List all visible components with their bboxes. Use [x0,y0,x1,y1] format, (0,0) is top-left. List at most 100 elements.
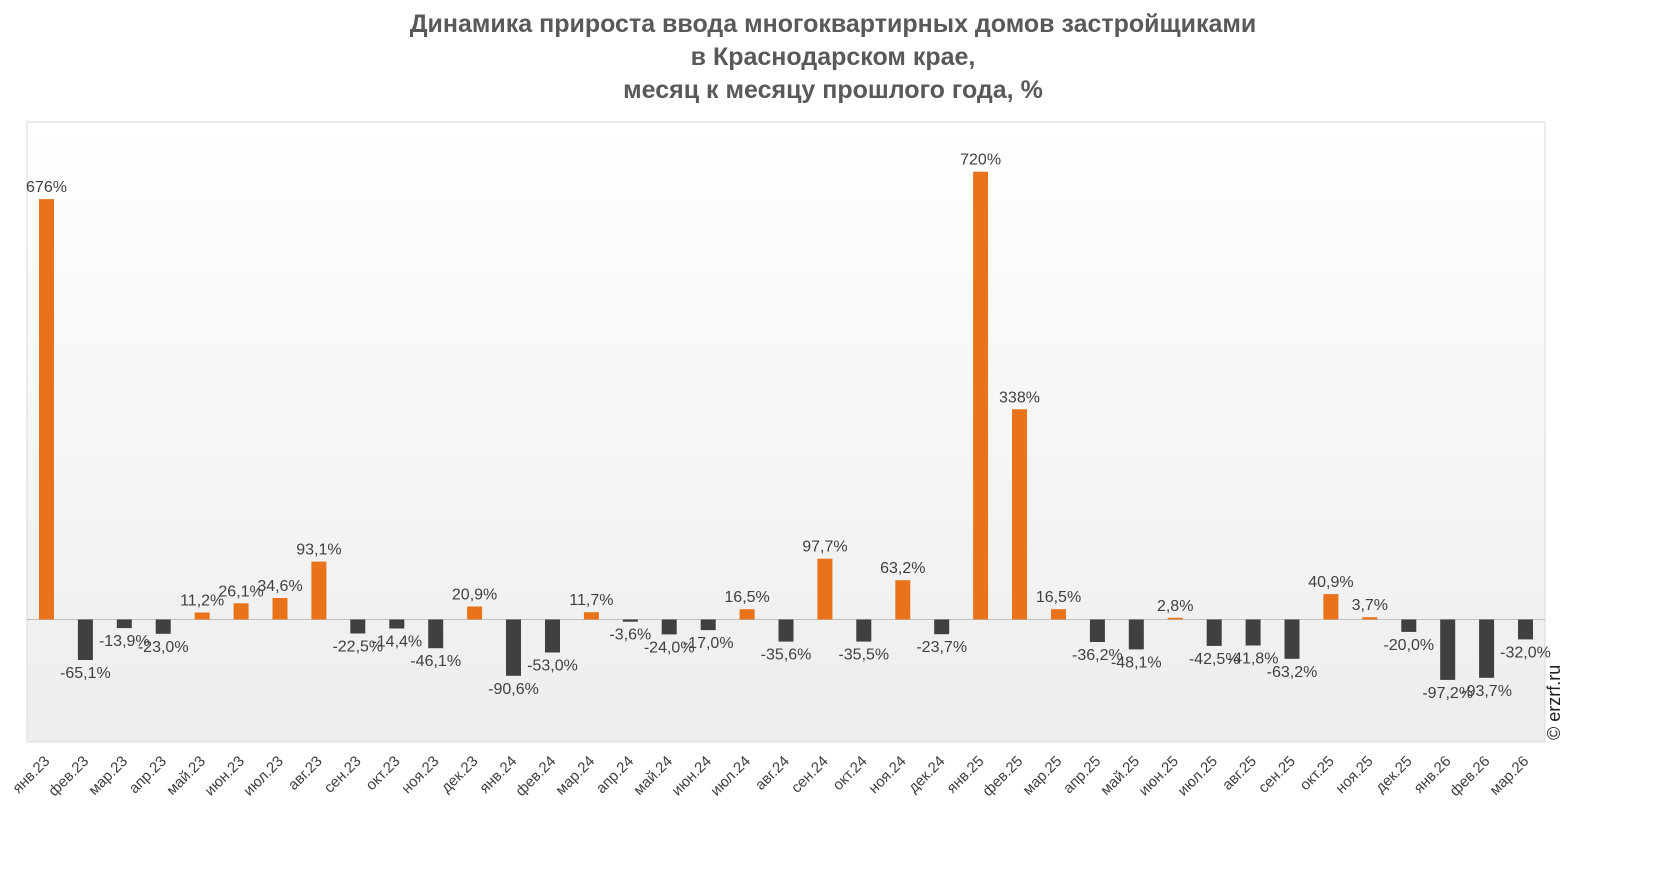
value-label-сен.25: -63,2% [1267,664,1318,681]
bar-окт.25 [1323,594,1339,620]
value-label-ноя.25: 3,7% [1352,597,1388,614]
x-tick-labels-group: янв.23фев.23мар.23апр.23май.23июн.23июл.… [9,753,1532,800]
bar-июл.25 [1206,619,1222,646]
x-tick-label-мар.23: мар.23 [85,753,131,799]
x-tick-label-фев.26: фев.26 [1446,753,1493,800]
x-tick-label-дек.24: дек.24 [905,753,948,796]
x-tick-label-сен.23: сен.23 [321,753,365,797]
value-label-дек.25: -20,0% [1383,637,1434,654]
value-label-май.23: 11,2% [180,593,224,610]
value-label-сен.23: -22,5% [332,639,383,656]
x-tick-label-июл.24: июл.24 [707,753,754,800]
x-tick-label-ноя.23: ноя.23 [398,753,442,797]
value-label-июл.23: 34,6% [257,578,302,595]
bar-янв.24 [506,619,521,676]
bar-сен.25 [1284,619,1300,659]
bar-авг.24 [778,619,794,642]
bar-июн.24 [700,619,716,631]
bar-фев.23 [77,619,93,660]
bar-фев.25 [1012,409,1027,620]
x-tick-label-июл.23: июл.23 [240,753,287,800]
x-tick-label-мар.25: мар.25 [1019,753,1065,799]
value-label-апр.23: -23,0% [138,639,189,656]
value-label-янв.25: 720% [960,152,1001,169]
value-label-ноя.23: -46,1% [410,653,461,670]
value-label-апр.25: -36,2% [1072,647,1123,664]
bar-мар.24 [583,612,599,620]
value-label-янв.23: 676% [26,179,67,196]
x-tick-label-мар.24: мар.24 [552,753,598,799]
x-tick-label-июл.25: июл.25 [1174,753,1221,800]
value-label-фев.26: -93,7% [1461,683,1512,700]
x-tick-label-ноя.25: ноя.25 [1332,753,1376,797]
x-tick-label-апр.24: апр.24 [593,753,637,797]
value-label-июл.24: 16,5% [724,589,769,606]
bar-авг.23 [311,561,327,620]
bar-дек.23 [467,606,483,620]
value-label-май.24: -24,0% [644,639,695,656]
bar-ноя.23 [428,619,444,649]
x-tick-label-авг.23: авг.23 [285,753,326,794]
chart-title-line-2: в Краснодарском крае, [690,43,976,71]
value-label-июл.25: -42,5% [1189,651,1240,668]
bar-янв.23 [39,199,54,620]
value-label-июн.25: 2,8% [1157,598,1193,615]
bar-июл.23 [272,598,288,620]
bar-май.25 [1128,619,1144,650]
bar-апр.25 [1089,619,1105,642]
value-label-май.25: -48,1% [1111,654,1162,671]
chart-title-line-1: Динамика прироста ввода многоквартирных … [409,10,1257,38]
x-tick-label-фев.24: фев.24 [512,753,559,800]
x-tick-label-сен.25: сен.25 [1255,753,1299,797]
value-label-фев.24: -53,0% [527,658,578,675]
bar-апр.23 [155,619,171,634]
x-tick-label-мар.26: мар.26 [1486,753,1532,799]
value-labels-group: 676% -65,1% -13,9%-23,0% 11,2%26,1%34,6% 93,… [26,152,1551,702]
bar-мар.23 [116,619,132,629]
bar-дек.25 [1401,619,1417,632]
bar-апр.24 [622,619,638,622]
bar-дек.24 [934,619,950,635]
x-tick-label-окт.25: окт.25 [1297,753,1338,794]
bar-ноя.25 [1362,617,1378,620]
bar-янв.25 [973,171,989,620]
value-label-авг.25: -41,8% [1228,651,1279,668]
value-label-мар.25: 16,5% [1036,589,1081,606]
bar-окт.24 [856,619,872,642]
bar-мар.26 [1518,619,1533,640]
x-tick-label-май.24: май.24 [630,753,676,799]
value-label-янв.26: -97,2% [1422,685,1473,702]
value-label-дек.23: 20,9% [452,587,497,604]
x-tick-label-окт.23: окт.23 [363,753,404,794]
x-tick-label-апр.25: апр.25 [1060,753,1104,797]
value-label-авг.24: -35,6% [761,647,812,664]
value-label-окт.25: 40,9% [1308,574,1353,591]
x-tick-label-май.23: май.23 [163,753,209,799]
bar-авг.25 [1245,619,1261,646]
bar-июл.24 [739,609,755,620]
bar-ноя.24 [895,580,911,620]
bar-июн.23 [233,603,249,620]
value-label-сен.24: 97,7% [802,539,847,556]
x-tick-label-фев.25: фев.25 [979,753,1026,800]
value-label-мар.24: 11,7% [569,592,613,609]
x-tick-label-фев.23: фев.23 [45,753,92,800]
chart-title-line-3: месяц к месяцу прошлого года, % [623,76,1043,104]
value-label-июн.24: -17,0% [683,635,734,652]
value-label-июн.23: 26,1% [218,583,263,600]
bar-май.23 [194,612,210,620]
x-tick-label-июн.23: июн.23 [201,753,248,800]
bar-окт.23 [389,619,405,629]
watermark-text: © erzrf.ru [1544,665,1564,740]
bar-фев.24 [545,619,560,653]
value-label-фев.25: 338% [999,389,1040,406]
bar-фев.26 [1479,619,1495,678]
x-tick-label-авг.24: авг.24 [752,753,793,794]
value-label-дек.24: -23,7% [916,639,967,656]
x-tick-label-дек.23: дек.23 [438,753,481,796]
value-label-янв.24: -90,6% [488,681,539,698]
value-label-фев.23: -65,1% [60,665,111,682]
bar-янв.26 [1440,619,1456,680]
value-label-окт.24: -35,5% [838,647,889,664]
